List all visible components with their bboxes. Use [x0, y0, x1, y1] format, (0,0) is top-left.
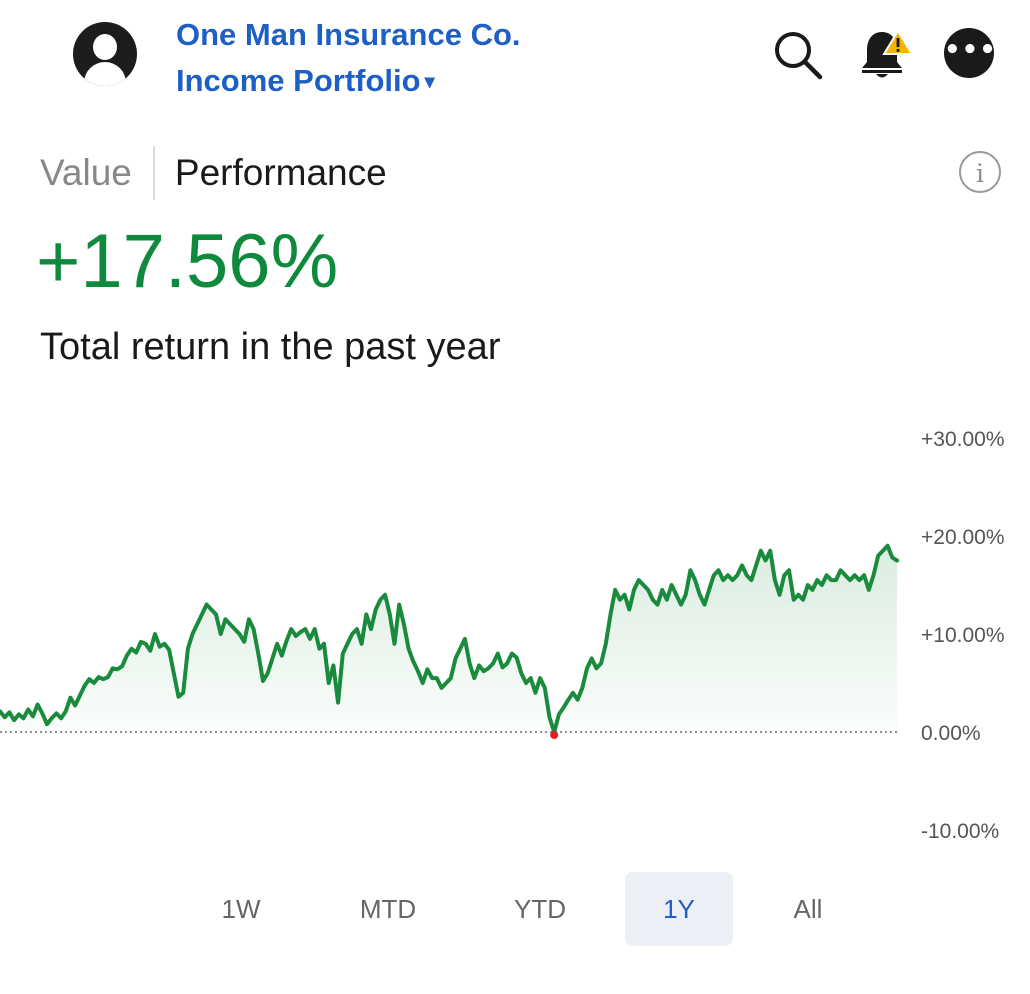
tab-value[interactable]: Value [40, 146, 155, 200]
info-icon[interactable]: i [959, 151, 1001, 193]
range-button-1y[interactable]: 1Y [625, 872, 733, 946]
range-button-ytd[interactable]: YTD [514, 894, 566, 924]
y-tick-label: +30.00% [921, 428, 1005, 451]
y-tick-label: -10.00% [921, 820, 999, 843]
portfolio-selector[interactable]: Income Portfolio ▾ [176, 58, 521, 105]
portfolio-name: Income Portfolio [176, 63, 421, 98]
account-name: One Man Insurance Co. [176, 17, 521, 52]
avatar[interactable] [73, 22, 137, 86]
y-tick-label: +10.00% [921, 624, 1005, 647]
low-point-marker [550, 731, 559, 739]
total-return-value: +17.56% [36, 219, 339, 304]
range-button-all[interactable]: All [793, 894, 823, 924]
bell-with-warning-icon[interactable] [858, 26, 914, 80]
search-icon[interactable] [770, 28, 824, 82]
range-button-1w[interactable]: 1W [221, 894, 261, 924]
portfolio-title-block[interactable]: One Man Insurance Co. Income Portfolio ▾ [176, 12, 521, 105]
y-tick-label: +20.00% [921, 526, 1005, 549]
more-options-icon[interactable]: ••• [944, 28, 996, 78]
view-tabs: Value Performance [40, 146, 387, 200]
performance-chart[interactable]: +30.00% +20.00% +10.00% 0.00% -10.00% [0, 410, 1030, 850]
y-tick-label: 0.00% [921, 722, 981, 745]
y-axis-ticks: +30.00% +20.00% +10.00% 0.00% -10.00% [921, 428, 1005, 843]
range-button-mtd[interactable]: MTD [359, 894, 417, 924]
chevron-down-icon: ▾ [424, 71, 435, 93]
performance-area-fill [0, 545, 897, 732]
avatar-shoulders-shape [84, 62, 126, 86]
range-selector: 1W MTD YTD 1Y All [0, 872, 1030, 946]
performance-series-line [0, 543, 899, 734]
total-return-caption: Total return in the past year [40, 326, 501, 368]
tab-performance[interactable]: Performance [174, 152, 387, 193]
avatar-head-shape [93, 34, 117, 60]
